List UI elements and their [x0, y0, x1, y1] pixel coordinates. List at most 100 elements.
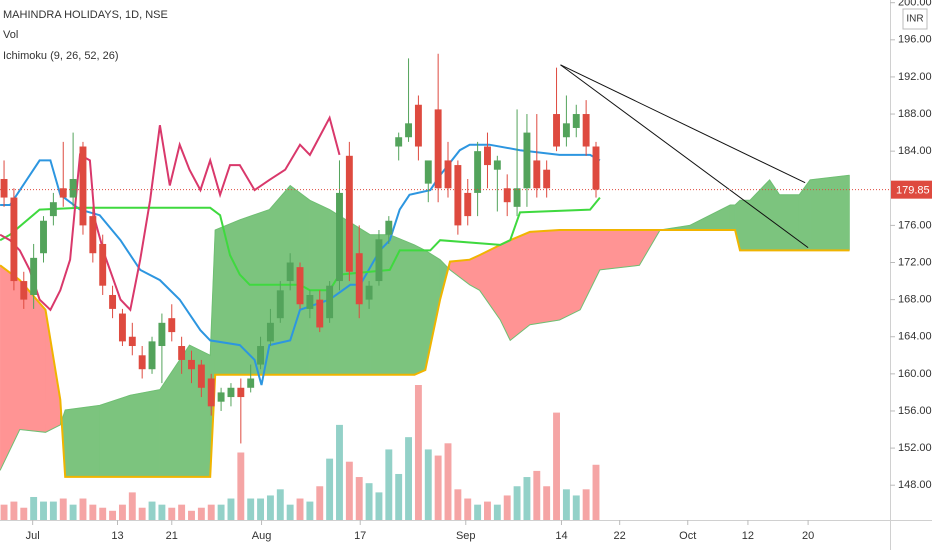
- candle-body: [296, 267, 304, 305]
- cloud-segment: [779, 194, 800, 251]
- volume-bar: [336, 424, 343, 520]
- cloud-span-b: [0, 229, 850, 478]
- x-tick-label: 12: [742, 530, 754, 542]
- candle-body: [493, 160, 501, 170]
- candle-body: [168, 318, 176, 333]
- indicator-label: Ichimoku (9, 26, 52, 26): [3, 50, 119, 62]
- y-tick-label: 176.00: [898, 219, 932, 231]
- volume-bar: [69, 504, 77, 520]
- volume-bar: [365, 483, 373, 520]
- candle-body: [227, 387, 235, 398]
- volume-bar: [178, 504, 186, 520]
- cloud-segment: [0, 264, 21, 471]
- cloud-segment: [99, 394, 131, 478]
- volume-bar: [286, 504, 294, 520]
- candle-body: [286, 262, 294, 282]
- candle-body: [266, 322, 274, 342]
- candle-body: [444, 160, 452, 189]
- volume-bar: [89, 504, 97, 520]
- candle-body: [69, 178, 77, 198]
- volume-bar: [306, 501, 314, 520]
- volume-bar: [523, 477, 531, 520]
- volume-bar: [30, 496, 38, 520]
- candle-body: [217, 392, 225, 402]
- candle-body: [148, 341, 156, 370]
- volume-bar: [572, 495, 580, 520]
- volume-bar: [533, 470, 541, 520]
- candle-body: [158, 322, 166, 347]
- volume-bar: [474, 504, 482, 520]
- y-tick-label: 200.00: [898, 0, 932, 9]
- volume-bar: [316, 486, 324, 520]
- cloud-segment: [509, 231, 531, 341]
- candle-body: [326, 285, 334, 319]
- volume-bar: [257, 498, 265, 520]
- volume-bar: [118, 504, 126, 520]
- candle-body: [336, 192, 343, 282]
- candle-body: [592, 146, 600, 190]
- volume-bar: [484, 501, 491, 520]
- volume-bar: [207, 504, 215, 520]
- candle-body: [454, 165, 462, 226]
- volume-bar: [592, 464, 600, 520]
- candle-body: [345, 155, 353, 272]
- candle-body: [237, 387, 245, 398]
- volume-bar: [444, 443, 452, 520]
- candle-body: [188, 359, 195, 370]
- volume-bar: [247, 498, 255, 520]
- candle-body: [109, 294, 117, 309]
- candle-body: [543, 169, 551, 189]
- candle-body: [10, 197, 18, 282]
- candle-body: [59, 188, 67, 198]
- volume-bar: [158, 504, 166, 520]
- candle-body: [178, 346, 186, 360]
- volume-bar: [414, 385, 422, 520]
- cloud-segment: [689, 204, 731, 231]
- lagging-span: [0, 115, 341, 312]
- candle-body: [138, 355, 146, 370]
- volume-bar: [424, 449, 432, 520]
- cloud-segment: [529, 229, 560, 325]
- plot-area: [0, 53, 890, 520]
- volume-bar: [79, 498, 87, 520]
- volume-bar: [20, 507, 28, 520]
- candle-body: [562, 123, 570, 138]
- volume-bar: [513, 486, 521, 520]
- candle-body: [79, 146, 87, 226]
- y-tick-label: 188.00: [898, 108, 932, 120]
- cloud-span-a: [0, 174, 850, 471]
- candle-body: [434, 109, 442, 189]
- volume-bar: [237, 452, 245, 520]
- volume-bar: [276, 489, 284, 520]
- candle-body: [0, 178, 8, 198]
- cloud-segment: [64, 405, 100, 478]
- candle-body: [128, 336, 136, 347]
- x-tick-label: 17: [354, 530, 366, 542]
- cloud-segment: [769, 179, 780, 251]
- y-tick-label: 160.00: [898, 368, 932, 380]
- x-tick-label: Oct: [679, 530, 696, 542]
- volume-bar: [326, 458, 334, 520]
- volume-bar: [582, 489, 590, 520]
- volume-bar: [464, 498, 472, 520]
- volume-bar: [454, 489, 462, 520]
- volume-bar: [493, 504, 501, 520]
- candle-body: [474, 151, 482, 193]
- volume-bar: [227, 498, 235, 520]
- volume-bar: [345, 461, 353, 520]
- chart-title: MAHINDRA HOLIDAYS, 1D, NSE: [3, 9, 168, 21]
- candle-body: [365, 285, 373, 300]
- cloud-segment: [500, 239, 511, 341]
- y-tick-label: 152.00: [898, 442, 932, 454]
- cloud-segment: [739, 200, 751, 251]
- y-tick-label: 164.00: [898, 331, 932, 343]
- candle-body: [257, 346, 265, 365]
- volume-bar: [10, 501, 18, 520]
- candle-body: [523, 132, 531, 189]
- volume-bar: [296, 498, 304, 520]
- cloud-segment: [479, 244, 501, 321]
- volume-bar: [128, 492, 136, 520]
- x-tick-label: 21: [166, 530, 178, 542]
- y-tick-label: 184.00: [898, 145, 932, 157]
